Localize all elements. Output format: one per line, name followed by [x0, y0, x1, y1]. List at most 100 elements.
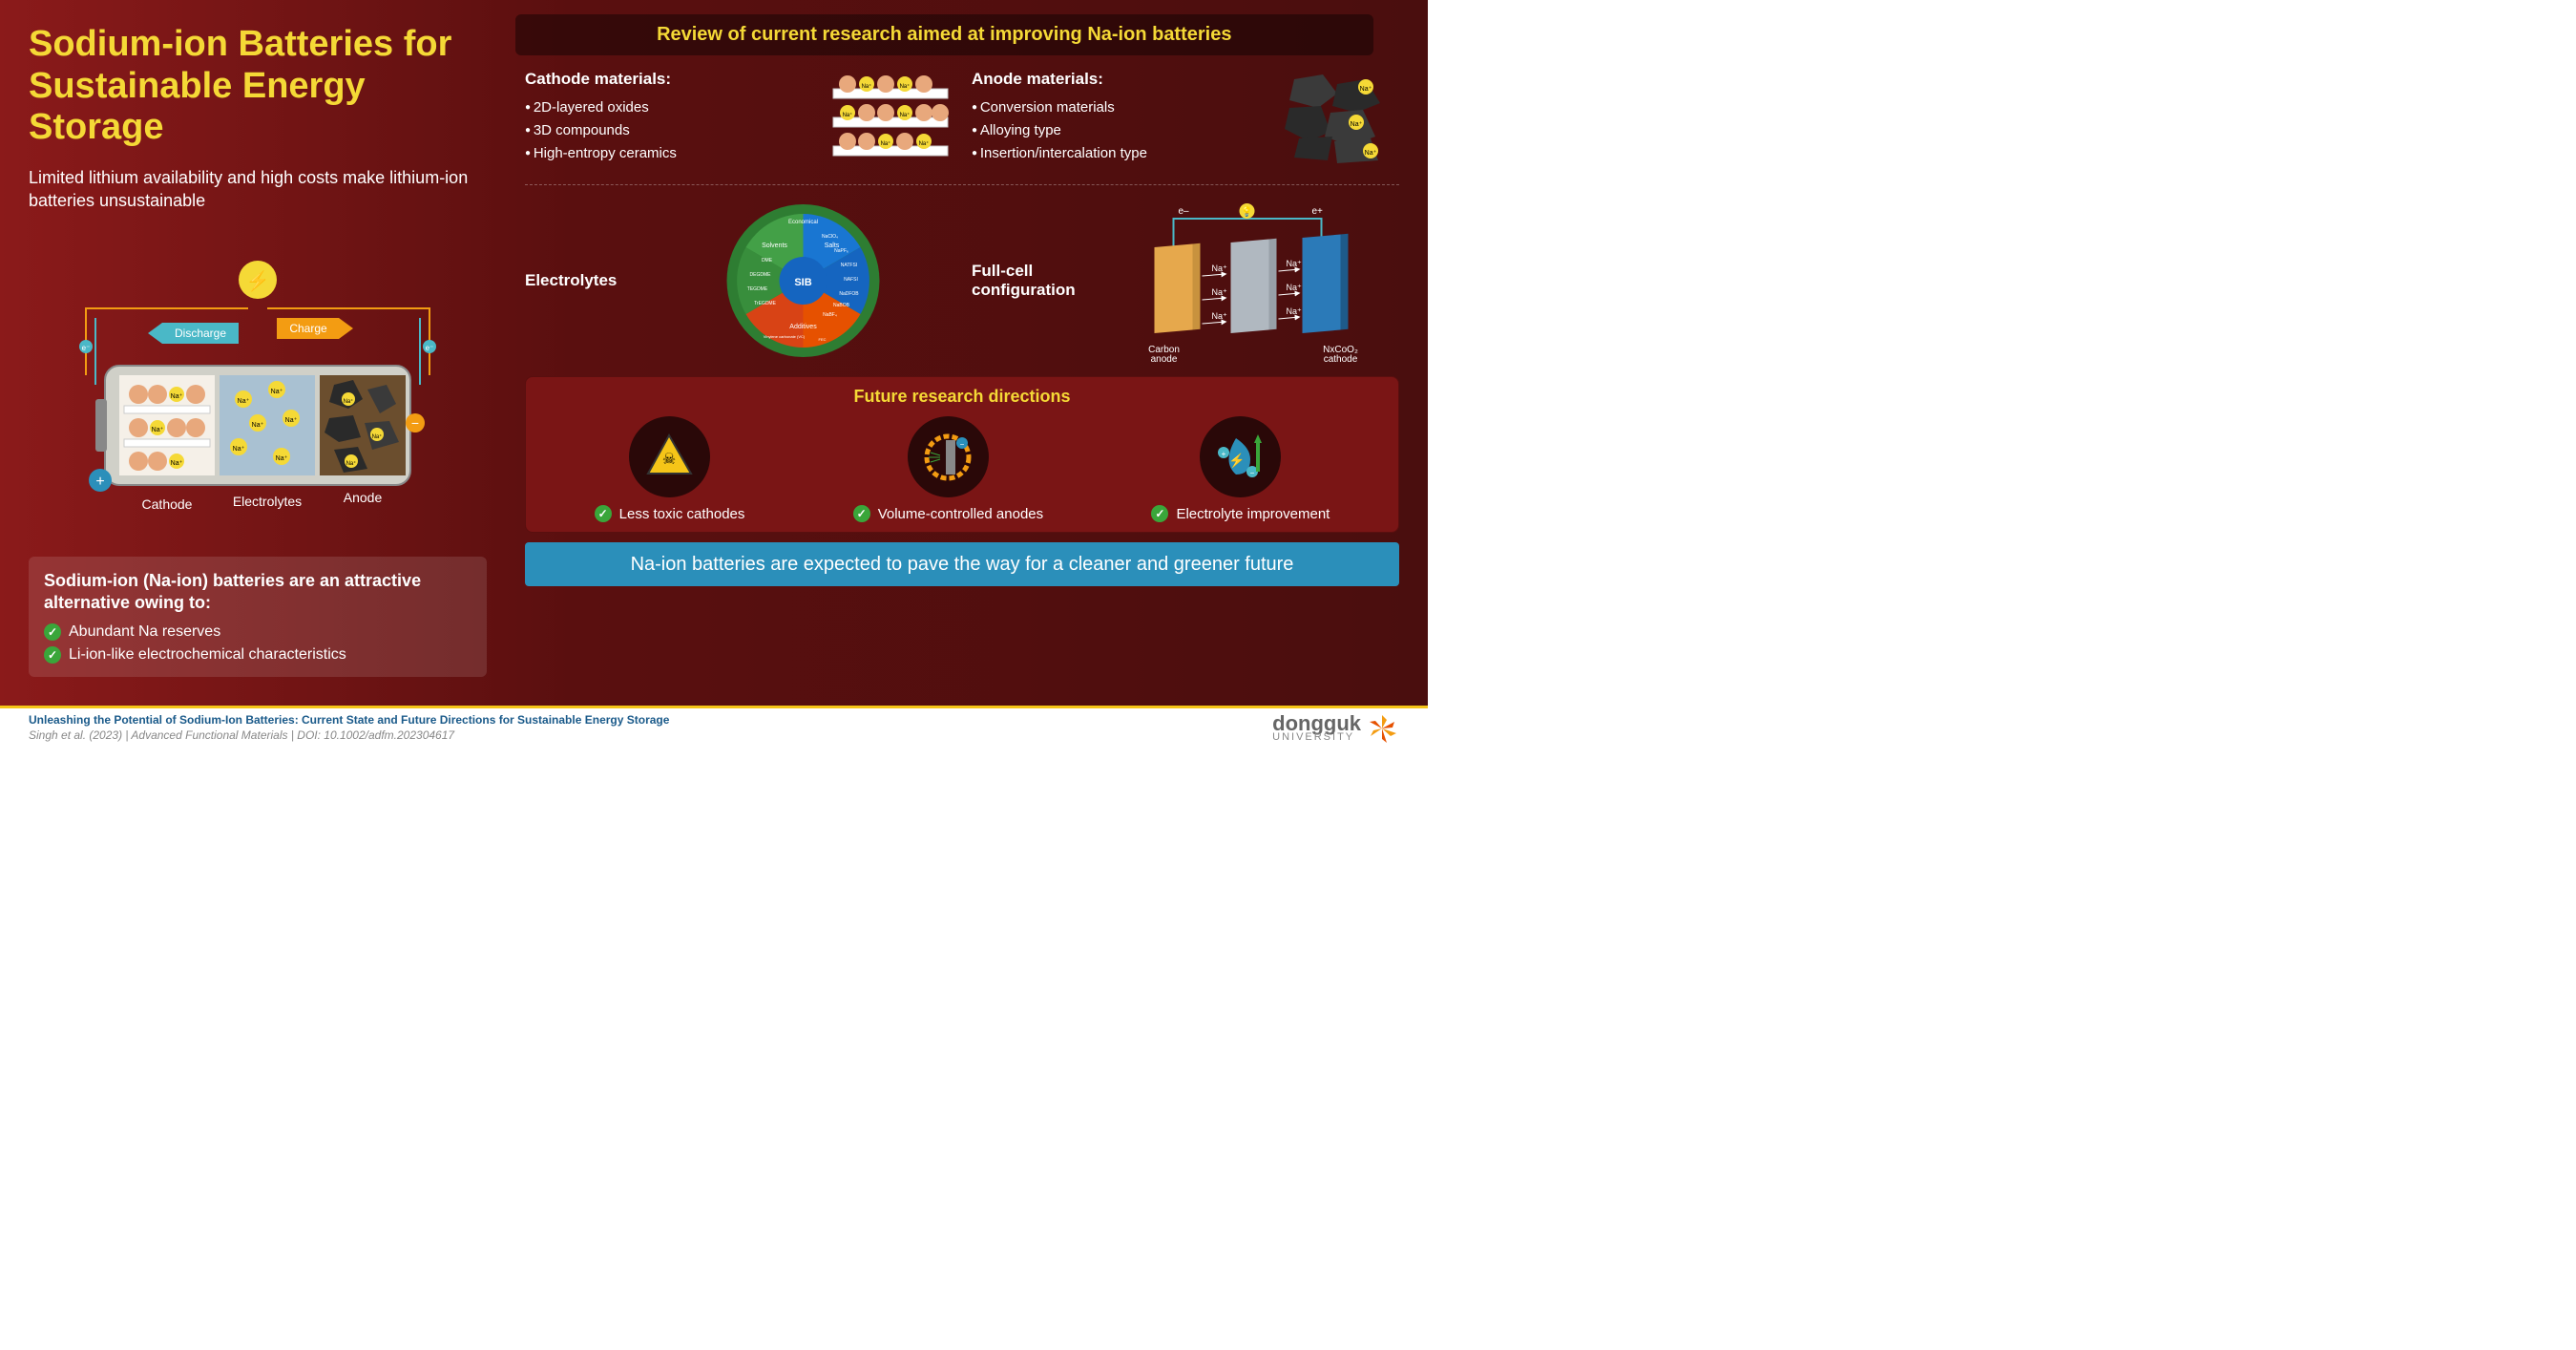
svg-text:TrEGDME: TrEGDME: [754, 301, 777, 306]
fullcell-section: Full-cell configuration 💡 e– e+ Na⁺ Na⁺ …: [972, 200, 1399, 362]
main-title: Sodium-ion Batteries for Sustainable Ene…: [29, 24, 487, 149]
alt-item-1: ✓ Abundant Na reserves: [44, 623, 471, 641]
svg-text:Na⁺: Na⁺: [1287, 283, 1303, 292]
future-title: Future research directions: [540, 387, 1384, 407]
svg-text:Na⁺: Na⁺: [171, 460, 183, 467]
svg-text:−: −: [1250, 469, 1255, 477]
svg-text:Na⁺: Na⁺: [919, 140, 930, 147]
electrolytes-wheel: SIB Economical Solvents Salts Additives …: [654, 200, 953, 362]
svg-text:☠: ☠: [662, 452, 676, 468]
svg-text:NATFSI: NATFSI: [841, 263, 857, 268]
svg-text:💡: 💡: [1241, 205, 1252, 218]
svg-text:DME: DME: [762, 258, 773, 264]
svg-text:NAFSI: NAFSI: [844, 277, 858, 283]
footer: Unleashing the Potential of Sodium-Ion B…: [0, 708, 1428, 749]
check-icon: ✓: [1151, 505, 1168, 522]
gear-icon: −: [908, 416, 989, 497]
subtitle: Limited lithium availability and high co…: [29, 166, 487, 213]
svg-text:e⁻: e⁻: [82, 344, 91, 352]
future-electrolyte: ⚡ + − ✓Electrolyte improvement: [1151, 416, 1330, 522]
electrolytes-section: Electrolytes SIB Economical Solvents Sal…: [525, 200, 953, 362]
svg-text:⚡: ⚡: [246, 269, 270, 292]
svg-text:−: −: [411, 415, 419, 431]
svg-text:−: −: [960, 440, 965, 449]
right-panel: Review of current research aimed at impr…: [515, 0, 1428, 706]
svg-text:Na⁺: Na⁺: [1287, 306, 1303, 316]
svg-text:Na⁺: Na⁺: [1365, 150, 1377, 157]
svg-text:Na⁺: Na⁺: [238, 398, 250, 405]
svg-text:Na⁺: Na⁺: [344, 398, 354, 405]
svg-text:Na⁺: Na⁺: [346, 460, 357, 467]
svg-text:⚡: ⚡: [1228, 453, 1245, 469]
fullcell-label: Full-cell configuration: [972, 262, 1086, 300]
anode-title: Anode materials:: [972, 70, 1261, 89]
svg-text:e+: e+: [1312, 206, 1324, 217]
cathode-image: Na⁺Na⁺ Na⁺Na⁺ Na⁺Na⁺: [828, 70, 953, 165]
svg-text:Na⁺: Na⁺: [171, 393, 183, 400]
svg-text:Na⁺: Na⁺: [900, 112, 911, 118]
anode-section: Anode materials: Conversion materials Al…: [972, 70, 1399, 165]
svg-text:DEGDME: DEGDME: [750, 272, 772, 278]
logo-icon: [1366, 712, 1399, 746]
drop-icon: ⚡ + −: [1200, 416, 1281, 497]
svg-text:+: +: [1222, 450, 1226, 458]
battery-diagram: ⚡ Discharge Charge Na⁺ Na⁺: [29, 232, 487, 538]
svg-text:Na⁺: Na⁺: [372, 433, 383, 440]
svg-text:NaDFOB: NaDFOB: [839, 291, 859, 297]
svg-text:NaBF₄: NaBF₄: [823, 312, 837, 318]
svg-text:SIB: SIB: [794, 277, 811, 288]
fullcell-diagram: 💡 e– e+ Na⁺ Na⁺ Na⁺ Na⁺ Na⁺ Na⁺: [1100, 200, 1399, 362]
university-logo: dongguk UNIVERSITY: [1272, 712, 1399, 746]
svg-text:Na⁺: Na⁺: [271, 389, 283, 395]
svg-text:Solvents: Solvents: [762, 243, 787, 249]
alternative-box: Sodium-ion (Na-ion) batteries are an att…: [29, 557, 487, 678]
check-icon: ✓: [595, 505, 612, 522]
anode-text: Anode: [344, 490, 383, 505]
discharge-label: Discharge: [175, 327, 226, 340]
check-icon: ✓: [853, 505, 870, 522]
future-icons-row: ☠ ✓Less toxic cathodes − ✓Volume-control…: [540, 416, 1384, 522]
footer-citation: Unleashing the Potential of Sodium-Ion B…: [29, 713, 669, 743]
svg-text:Na⁺: Na⁺: [276, 455, 288, 462]
svg-text:Na⁺: Na⁺: [233, 446, 245, 453]
svg-text:+: +: [95, 474, 104, 490]
svg-text:cathode: cathode: [1324, 354, 1358, 362]
cathode-text: Cathode: [142, 496, 193, 512]
svg-text:Na⁺: Na⁺: [862, 83, 872, 90]
svg-text:e⁻: e⁻: [426, 344, 434, 352]
svg-text:e–: e–: [1179, 206, 1190, 217]
svg-text:Na⁺: Na⁺: [1360, 86, 1372, 93]
charge-label: Charge: [289, 322, 327, 335]
svg-text:anode: anode: [1151, 354, 1178, 362]
svg-text:Na⁺: Na⁺: [1212, 264, 1228, 273]
svg-text:Na⁺: Na⁺: [1212, 287, 1228, 297]
electrolytes-label: Electrolytes: [525, 271, 639, 290]
future-volume: − ✓Volume-controlled anodes: [853, 416, 1043, 522]
future-toxic: ☠ ✓Less toxic cathodes: [595, 416, 745, 522]
cathode-section: Cathode materials: 2D-layered oxides 3D …: [525, 70, 953, 165]
electrolytes-text: Electrolytes: [233, 494, 302, 509]
svg-text:NaPF₆: NaPF₆: [834, 248, 848, 254]
svg-text:Na⁺: Na⁺: [1287, 259, 1303, 268]
divider: [525, 184, 1399, 185]
svg-text:Na⁺: Na⁺: [881, 140, 891, 147]
svg-text:Na⁺: Na⁺: [1351, 121, 1363, 128]
future-box: Future research directions ☠ ✓Less toxic…: [525, 376, 1399, 533]
middle-row: Electrolytes SIB Economical Solvents Sal…: [515, 200, 1409, 362]
check-icon: ✓: [44, 623, 61, 641]
toxic-icon: ☠: [629, 416, 710, 497]
cathode-title: Cathode materials:: [525, 70, 814, 89]
materials-row: Cathode materials: 2D-layered oxides 3D …: [515, 70, 1409, 165]
svg-text:Vinylene carbonate (VC): Vinylene carbonate (VC): [764, 334, 806, 339]
svg-text:Additives: Additives: [789, 324, 817, 330]
svg-text:NaClO₄: NaClO₄: [822, 234, 838, 240]
anode-list: Conversion materials Alloying type Inser…: [972, 96, 1261, 165]
review-header: Review of current research aimed at impr…: [515, 14, 1373, 55]
svg-text:Na⁺: Na⁺: [1212, 311, 1228, 321]
svg-text:Na⁺: Na⁺: [285, 417, 298, 424]
cathode-list: 2D-layered oxides 3D compounds High-entr…: [525, 96, 814, 165]
svg-text:Na⁺: Na⁺: [252, 422, 264, 429]
svg-text:Na⁺: Na⁺: [843, 112, 853, 118]
left-panel: Sodium-ion Batteries for Sustainable Ene…: [0, 0, 515, 706]
check-icon: ✓: [44, 646, 61, 664]
